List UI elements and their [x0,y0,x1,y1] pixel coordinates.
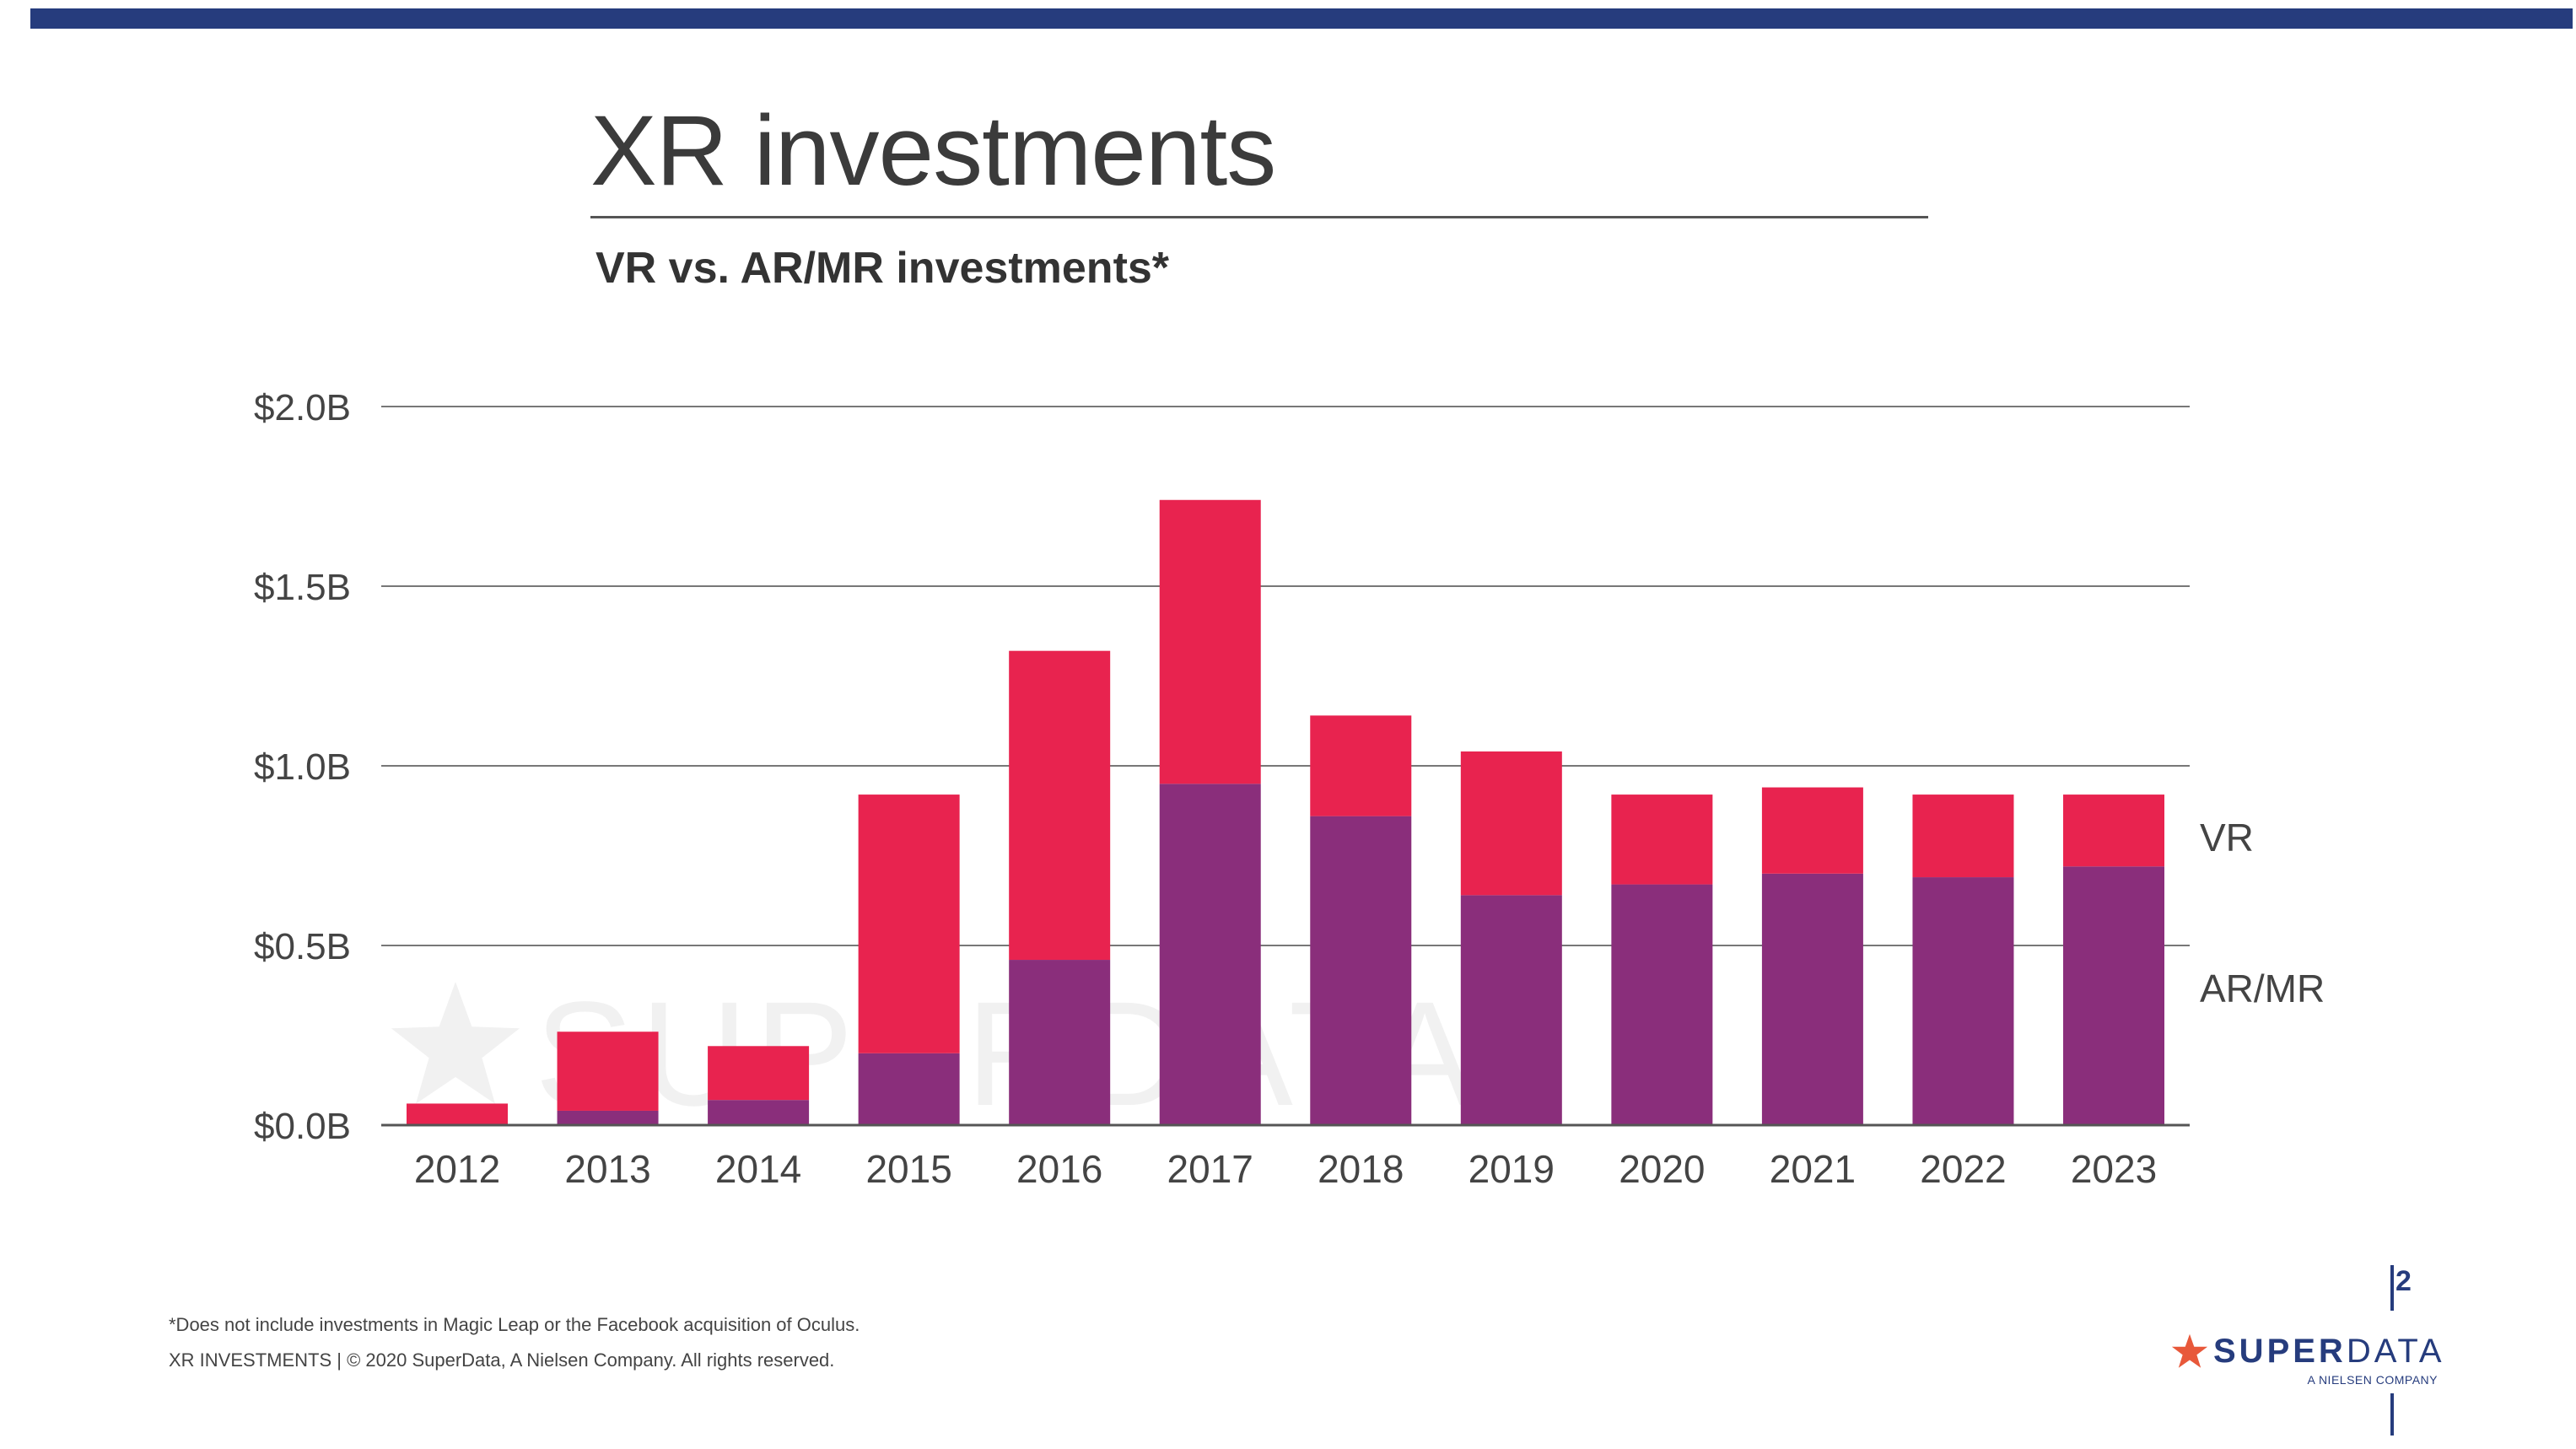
footnote: *Does not include investments in Magic L… [169,1314,860,1335]
bar-armr-2016 [1009,960,1111,1125]
bar-armr-2020 [1611,884,1713,1125]
bar-armr-2014 [708,1100,810,1125]
bar-armr-2017 [1159,784,1261,1125]
logo-wordmark-super: SUPER [2213,1333,2347,1370]
title-underline [590,216,1928,218]
bar-vr-2017 [1159,499,1261,784]
bar-armr-2018 [1310,816,1412,1125]
chart-subtitle: VR vs. AR/MR investments* [595,244,1170,293]
superdata-logo: SUPERDATA A NIELSEN COMPANY [2171,1333,2442,1392]
bar-vr-2021 [1761,787,1863,874]
bar-vr-2019 [1460,751,1562,896]
series-label: AR/MR [2200,967,2325,1010]
x-tick-label: 2017 [1167,1147,1253,1191]
x-tick-label: 2012 [414,1147,500,1191]
bar-vr-2015 [858,795,960,1053]
bar-armr-2015 [858,1053,960,1125]
bar-vr-2014 [708,1046,810,1101]
x-tick-label: 2015 [865,1147,951,1191]
x-tick-label: 2019 [1469,1147,1555,1191]
x-tick-label: 2018 [1318,1147,1404,1191]
y-tick-label: $0.0B [254,1106,351,1147]
bar-vr-2013 [557,1032,659,1111]
bar-armr-2019 [1460,895,1562,1125]
bar-vr-2016 [1009,650,1111,961]
bar-vr-2012 [407,1103,508,1125]
page-number-rule-bottom [2390,1393,2394,1436]
logo-wordmark: SUPERDATA [2213,1333,2445,1370]
bar-armr-2013 [557,1110,659,1125]
bar-armr-2021 [1761,873,1863,1125]
x-tick-label: 2021 [1770,1147,1856,1191]
logo-wordmark-data: DATA [2346,1333,2445,1370]
logo-tagline: A NIELSEN COMPANY [2307,1373,2438,1387]
watermark-star-icon [391,982,520,1104]
top-accent-band [30,8,2573,29]
star-icon [2171,1333,2208,1368]
x-tick-label: 2022 [1920,1147,2006,1191]
page-number-rule-top [2390,1265,2394,1311]
bar-armr-2023 [2063,866,2164,1125]
y-tick-label: $2.0B [254,387,351,428]
bar-armr-2022 [1912,877,2014,1125]
x-tick-label: 2013 [564,1147,650,1191]
x-tick-label: 2016 [1016,1147,1102,1191]
y-tick-label: $1.5B [254,567,351,608]
y-tick-label: $1.0B [254,746,351,788]
series-label: VR [2200,816,2254,859]
x-tick-label: 2020 [1619,1147,1705,1191]
bar-vr-2020 [1611,795,1713,885]
bar-vr-2023 [2063,795,2164,867]
copyright-line: XR INVESTMENTS | © 2020 SuperData, A Nie… [169,1349,835,1371]
page-number: 2 [2395,1265,2412,1297]
y-tick-label: $0.5B [254,926,351,967]
x-tick-label: 2014 [715,1147,801,1191]
page-title: XR investments [590,95,1276,207]
x-tick-label: 2023 [2071,1147,2157,1191]
bar-vr-2018 [1310,715,1412,816]
bar-vr-2022 [1912,795,2014,878]
